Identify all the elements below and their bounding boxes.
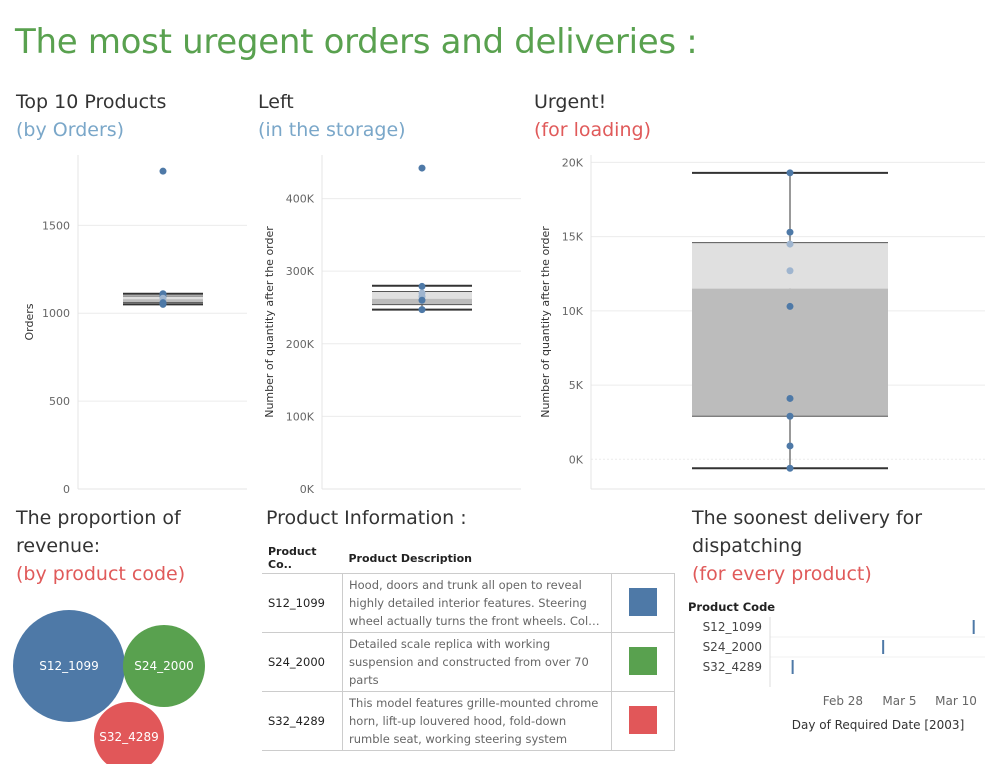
soonest-title-line2: dispatching (692, 535, 803, 557)
y-axis-title: Number of quantity after the order (539, 226, 552, 418)
y-tick-label: 0 (63, 483, 70, 495)
box-upper (692, 242, 888, 289)
left-box-plot: 0K 100K 200K 300K 400K Number of quantity aft… (263, 155, 521, 495)
y-tick-label: 20K (562, 156, 584, 169)
data-point (418, 306, 426, 314)
y-tick-label: 15K (562, 231, 584, 244)
cell-color (611, 632, 675, 692)
bubble-label: S32_4289 (99, 730, 158, 744)
left-subtitle: (in the storage) (258, 119, 406, 141)
gantt-row-header: Product Code (688, 600, 775, 614)
x-axis-title: Day of Required Date [2003] (792, 718, 965, 732)
urgent-title: Urgent! (534, 91, 607, 113)
table-row[interactable]: S32_4289 This model features grille-moun… (262, 691, 675, 751)
color-swatch (629, 587, 657, 616)
description-text: Hood, doors and trunk all open to reveal… (349, 578, 600, 628)
y-tick-label: 0K (300, 483, 315, 495)
cell-product-description: Hood, doors and trunk all open to reveal… (342, 573, 612, 633)
y-tick-label: 300K (286, 265, 315, 278)
data-point (786, 412, 794, 420)
header-product-description[interactable]: Product Description (348, 551, 473, 565)
table-header-row: Product Co.. Product Description (262, 543, 675, 574)
y-axis-title: Number of quantity after the order (263, 226, 276, 418)
top10-title: Top 10 Products (16, 91, 167, 113)
product-info-table: Product Co.. Product Description S12_109… (262, 543, 675, 751)
data-point (418, 282, 426, 290)
table-row[interactable]: S24_2000 Detailed scale replica with wor… (262, 632, 675, 692)
gantt-row-label: S12_1099 (703, 620, 762, 634)
color-swatch (629, 705, 657, 734)
y-tick-label: 1000 (42, 307, 70, 320)
y-tick-label: 100K (286, 410, 315, 423)
y-tick-label: 200K (286, 338, 315, 351)
top10-subtitle: (by Orders) (16, 119, 125, 141)
gantt-row-label: S32_4289 (703, 660, 762, 674)
y-tick-label: 1500 (42, 219, 70, 232)
gantt-row-label: S24_2000 (703, 640, 762, 654)
table-row[interactable]: S12_1099 Hood, doors and trunk all open … (262, 573, 675, 633)
header-product-code[interactable]: Product Co.. (268, 545, 317, 571)
product-info-table-wrap: Product Co.. Product Description S12_109… (262, 543, 675, 751)
revenue-bubble-chart: S12_1099 S24_2000 S32_4289 (13, 610, 205, 764)
delivery-gantt-chart: Product Code S12_1099 S24_2000 S32_4289 Feb … (688, 600, 985, 732)
description-text: This model features grille-mounted chrom… (349, 696, 599, 746)
y-tick-label: 5K (569, 379, 584, 392)
data-point (786, 442, 794, 450)
y-tick-label: 10K (562, 305, 584, 318)
y-tick-label: 0K (569, 453, 584, 466)
data-point (418, 164, 426, 172)
proportion-title-line2: revenue: (16, 535, 101, 557)
cell-color (611, 573, 675, 633)
data-point (418, 296, 426, 304)
data-point (786, 228, 794, 236)
revenue-bubble (94, 702, 164, 764)
urgent-header: Urgent! (for loading) (534, 88, 651, 144)
cell-product-description: This model features grille-mounted chrom… (342, 691, 612, 751)
data-point (159, 300, 167, 308)
revenue-bubble (123, 625, 205, 707)
cell-color (611, 691, 675, 751)
x-tick-label: Feb 28 (823, 694, 863, 708)
data-point (159, 167, 167, 175)
soonest-header: The soonest delivery for dispatching (fo… (692, 504, 922, 588)
data-point (786, 169, 794, 177)
y-tick-label: 400K (286, 193, 315, 206)
product-info-title: Product Information : (266, 507, 467, 529)
color-swatch (629, 646, 657, 675)
y-axis-title: Orders (23, 303, 36, 340)
cell-product-code: S32_4289 (262, 691, 343, 751)
urgent-subtitle: (for loading) (534, 119, 651, 141)
top10-header: Top 10 Products (by Orders) (16, 88, 166, 144)
soonest-subtitle: (for every product) (692, 563, 872, 585)
bubble-label: S24_2000 (134, 659, 193, 673)
left-header: Left (in the storage) (258, 88, 406, 144)
data-point (786, 302, 794, 310)
y-tick-label: 500 (49, 395, 70, 408)
proportion-title-line1: The proportion of (16, 507, 181, 529)
bubble-label: S12_1099 (39, 659, 98, 673)
proportion-header: The proportion of revenue: (by product c… (16, 504, 185, 588)
data-point (786, 394, 794, 402)
data-point (786, 240, 794, 248)
revenue-bubble (13, 610, 125, 722)
data-point (786, 267, 794, 275)
data-point (786, 464, 794, 472)
x-tick-label: Mar 5 (882, 694, 916, 708)
cell-product-code: S24_2000 (262, 632, 343, 692)
urgent-box-plot: 0K 5K 10K 15K 20K Number of quantity after th… (539, 155, 985, 490)
header-color (612, 543, 675, 574)
left-title: Left (258, 91, 294, 113)
cell-product-description: Detailed scale replica with working susp… (342, 632, 612, 692)
dashboard-title: The most uregent orders and deliveries : (15, 22, 698, 62)
x-tick-label: Mar 10 (935, 694, 977, 708)
soonest-title-line1: The soonest delivery for (692, 507, 923, 529)
description-text: Detailed scale replica with working susp… (349, 637, 589, 687)
proportion-subtitle: (by product code) (16, 563, 186, 585)
top10-box-plot: 0 500 1000 1500 Orders (23, 155, 247, 495)
cell-product-code: S12_1099 (262, 573, 343, 633)
